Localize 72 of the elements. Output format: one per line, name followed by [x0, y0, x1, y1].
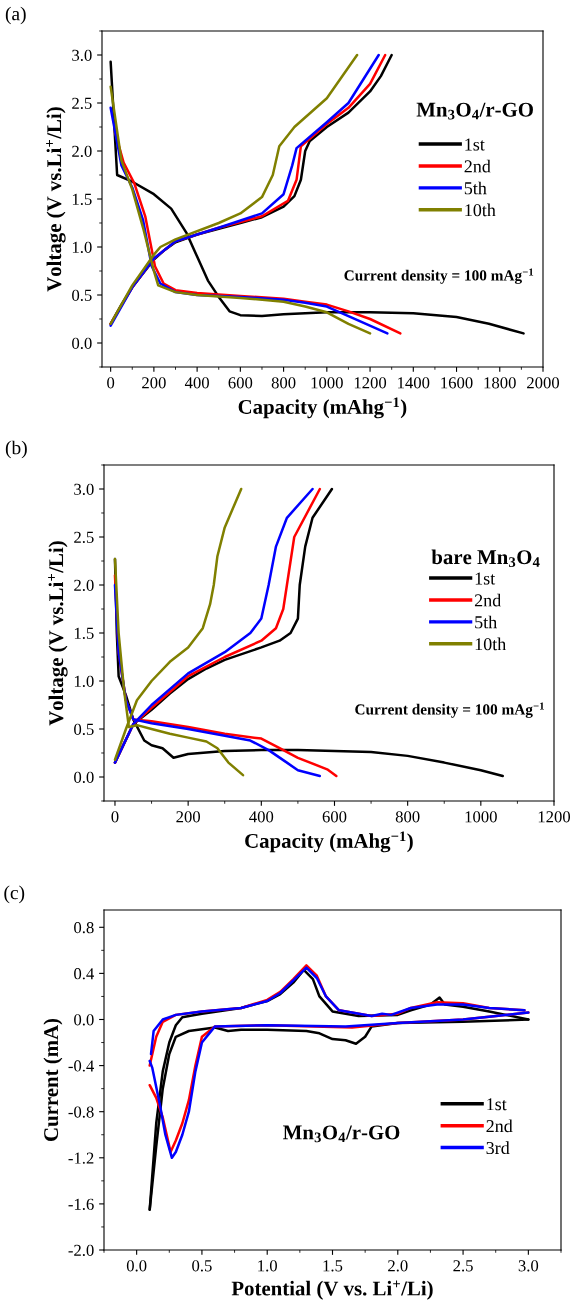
y-tick-label: 2.5 — [72, 97, 92, 110]
legend-label: 2nd — [464, 159, 491, 173]
legend-label: 10th — [475, 637, 507, 651]
legend-label: 5th — [464, 181, 487, 195]
legend-label: 1st — [487, 1098, 507, 1111]
x-axis-title: Potential (V vs. Li$^{+}$/Li) — [231, 1280, 433, 1300]
y-tick-label: -2.0 — [68, 1244, 94, 1257]
x-tick-label: 1400 — [398, 377, 430, 389]
annotation: bare Mn$_{3}$O$_{4}$ — [431, 549, 540, 567]
x-tick-label: 800 — [395, 811, 420, 823]
x-tick-label: 1200 — [354, 377, 387, 389]
legend-label: 1st — [465, 138, 485, 151]
y-tick-label: 1.5 — [74, 627, 94, 640]
x-tick-label: 2.5 — [453, 1260, 473, 1272]
y-tick-label: 2.5 — [74, 531, 94, 544]
x-tick-label: 800 — [271, 377, 296, 389]
y-tick-label: 2.0 — [72, 145, 92, 158]
y-tick-label: 0.5 — [72, 289, 92, 302]
x-tick-label: 600 — [228, 377, 253, 389]
x-tick-label: 1.0 — [258, 1260, 277, 1272]
text: (b) — [5, 440, 27, 459]
x-tick-label: 0 — [107, 377, 115, 389]
annotation: Mn$_{3}$O$_{4}$/r-GO — [416, 102, 533, 120]
y-tick-label: 0.8 — [74, 921, 94, 934]
x-tick-label: 1600 — [441, 377, 473, 389]
y-tick-label: 0.4 — [74, 968, 95, 980]
legend-label: 3rd — [486, 1141, 510, 1155]
x-tick-label: 2000 — [527, 377, 560, 389]
text: (a) — [5, 6, 26, 25]
x-axis-title: Capacity (mAhg$^{−1}$) — [245, 831, 413, 853]
y-axis-title: Current (mA) — [43, 1018, 63, 1141]
x-tick-label: 400 — [184, 377, 209, 389]
y-tick-label: 3.0 — [74, 483, 94, 496]
annotation: Current density = 100 mAg$^{−1}$ — [344, 268, 534, 284]
y-tick-label: -1.2 — [68, 1152, 94, 1164]
legend-label: 5th — [475, 615, 497, 629]
x-tick-label: 200 — [142, 377, 166, 389]
x-tick-label: 2.0 — [388, 1260, 408, 1272]
x-tick-label: 600 — [322, 811, 347, 823]
legend-label: 10th — [465, 203, 496, 217]
annotation: Mn$_{3}$O$_{4}$/r-GO — [283, 1125, 400, 1143]
x-tick-label: 1000 — [465, 811, 497, 823]
y-tick-label: -1.6 — [68, 1198, 94, 1210]
y-tick-label: 0.0 — [74, 771, 94, 784]
y-tick-label: -0.4 — [68, 1060, 95, 1072]
x-tick-label: 1200 — [538, 811, 571, 823]
x-tick-label: 0 — [111, 811, 119, 823]
y-tick-label: 0.5 — [74, 723, 94, 736]
y-tick-label: 1.0 — [72, 241, 92, 254]
text: (c) — [4, 885, 25, 904]
x-tick-label: 1000 — [311, 377, 343, 389]
x-tick-label: 0.5 — [192, 1260, 212, 1272]
y-axis-title: Voltage (V vs.Li$^{+}$/Li) — [48, 541, 68, 726]
x-tick-label: 200 — [176, 811, 201, 823]
x-tick-label: 400 — [249, 811, 274, 823]
y-tick-label: 0.0 — [72, 337, 92, 350]
y-axis-title: Voltage (V vs.Li$^{+}$/Li) — [46, 107, 66, 292]
y-tick-label: 1.0 — [74, 675, 94, 688]
legend-label: 2nd — [486, 1119, 513, 1133]
y-tick-label: 3.0 — [72, 49, 92, 62]
x-axis-title: Capacity (mAhg$^{−1}$) — [238, 397, 407, 419]
annotation: Current density = 100 mAg$^{−1}$ — [355, 702, 544, 718]
x-tick-label: 0.0 — [126, 1260, 147, 1272]
x-tick-label: 1.5 — [323, 1260, 343, 1272]
x-tick-label: 3.0 — [518, 1260, 539, 1272]
x-tick-label: 1800 — [484, 377, 516, 389]
y-tick-label: 1.5 — [72, 193, 92, 206]
legend-label: 2nd — [474, 593, 502, 607]
y-tick-label: 2.0 — [74, 579, 94, 592]
y-tick-label: 0.0 — [74, 1014, 94, 1026]
legend-label: 1st — [475, 572, 496, 585]
y-tick-label: -0.8 — [68, 1106, 94, 1118]
